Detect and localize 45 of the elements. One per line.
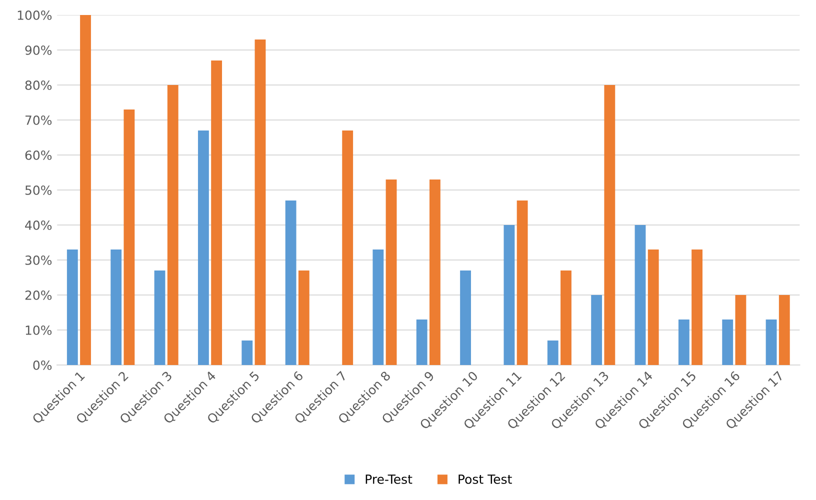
- bar: [80, 15, 91, 365]
- bar: [110, 250, 122, 365]
- bar: [372, 250, 384, 365]
- bar: [242, 340, 253, 365]
- bar: [778, 295, 790, 365]
- y-tick-label: 10%: [26, 325, 52, 335]
- bar: [342, 130, 354, 365]
- bar: [254, 40, 266, 365]
- y-tick-label: 70%: [26, 115, 52, 125]
- bar: [692, 250, 702, 365]
- y-tick-label: 40%: [25, 220, 52, 230]
- bar: [766, 320, 777, 365]
- y-tick-label: 30%: [25, 255, 52, 265]
- legend-label: Pre-Test: [366, 474, 412, 484]
- bar: [416, 320, 428, 365]
- bar: [198, 130, 209, 365]
- y-tick-label: 0%: [33, 360, 52, 370]
- bar: [285, 200, 296, 365]
- legend-label: Post Test: [458, 474, 512, 484]
- bar: [560, 270, 572, 365]
- y-tick-label: 20%: [25, 290, 52, 300]
- bar: [504, 225, 515, 365]
- y-tick-label: 90%: [25, 45, 52, 55]
- bar: [211, 60, 222, 365]
- y-tick-label: 60%: [25, 150, 52, 160]
- bar: [591, 295, 602, 365]
- bar: [386, 180, 397, 365]
- bar: [722, 320, 734, 365]
- bar: [648, 250, 659, 365]
- y-tick-label: 80%: [25, 80, 52, 90]
- y-tick-label: 50%: [25, 185, 52, 195]
- bar: [678, 320, 690, 365]
- y-tick-label: 100%: [18, 10, 52, 20]
- bar: [634, 225, 646, 365]
- bar: [547, 340, 558, 365]
- bar: [735, 295, 746, 365]
- bar: [154, 270, 166, 365]
- bar: [124, 110, 135, 365]
- bar: [460, 270, 471, 365]
- bar: [604, 85, 616, 365]
- bar: [298, 270, 310, 365]
- bar: [516, 200, 528, 365]
- bar: [66, 250, 78, 365]
- bar: [429, 180, 440, 365]
- bar: [167, 85, 178, 365]
